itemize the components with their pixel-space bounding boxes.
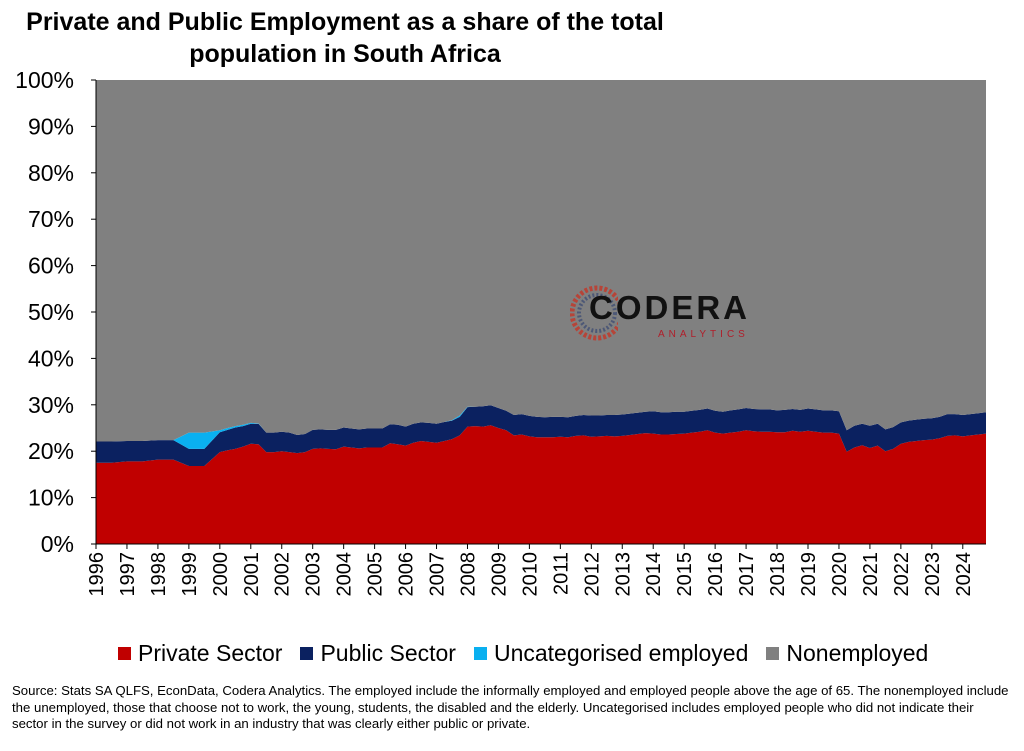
y-tick-label: 0% (41, 531, 74, 557)
x-tick-label: 2008 (457, 552, 479, 597)
x-tick-label: 2000 (210, 552, 232, 597)
x-tick-label: 2012 (581, 552, 603, 597)
legend-swatch-public (300, 646, 314, 660)
codera-logo-mark-icon (570, 285, 618, 341)
y-tick-label: 10% (28, 485, 74, 511)
logo-subtext: ANALYTICS (658, 329, 749, 340)
legend-swatch-private (118, 646, 131, 660)
x-tick-label: 2004 (334, 552, 356, 597)
logo-wordmark: CODERA (589, 289, 751, 326)
y-tick-label: 60% (28, 253, 74, 279)
x-tick-label: 2022 (891, 552, 913, 597)
x-tick-label: 2023 (922, 552, 944, 597)
x-tick-label: 2024 (953, 552, 975, 597)
area-uncategorised-employed (96, 405, 986, 449)
legend-item-uncategorised: Uncategorised employed (473, 639, 749, 667)
x-tick-label: 2013 (612, 552, 634, 597)
x-tick-label: 2011 (550, 552, 572, 595)
x-tick-label: 2006 (396, 552, 418, 597)
chart-title-line-1: Private and Public Employment as a share… (26, 8, 664, 36)
x-tick-label: 2009 (488, 552, 510, 597)
y-tick-label: 90% (28, 113, 74, 139)
x-tick-label: 2020 (829, 552, 851, 597)
x-tick-label: 2014 (643, 552, 665, 597)
legend-label-private: Private Sector (138, 639, 283, 666)
area-nonemployed (96, 80, 986, 442)
legend-item-public: Public Sector (300, 640, 456, 667)
x-tick-label: 2010 (519, 552, 541, 597)
chart-title: Private and Public Employment as a share… (0, 6, 690, 70)
x-tick-label: 1997 (117, 552, 139, 597)
x-tick-label: 1998 (148, 552, 170, 597)
y-tick-label: 80% (28, 160, 74, 186)
legend-item-private: Private Sector (118, 640, 282, 667)
legend-item-nonemployed: Nonemployed (766, 640, 928, 667)
chart-title-line-2: population in South Africa (189, 40, 501, 68)
area-private-sector (96, 425, 986, 544)
x-tick-label: 2017 (736, 552, 758, 597)
chart-legend: Private Sector Public Sector Uncategoris… (118, 636, 928, 670)
x-tick-label: 2003 (303, 552, 325, 597)
x-tick-label: 2018 (767, 552, 789, 597)
legend-label-uncategorised: Uncategorised employed (493, 639, 749, 666)
legend-swatch-nonemployed (766, 646, 780, 660)
source-note: Source: Stats SA QLFS, EconData, Codera … (12, 683, 1009, 731)
y-tick-label: 50% (28, 299, 74, 325)
legend-swatch-uncategorised (473, 646, 487, 660)
y-tick-label: 100% (15, 67, 74, 93)
y-tick-label: 70% (28, 206, 74, 232)
area-public-sector (96, 405, 986, 466)
x-tick-label: 2005 (365, 552, 387, 597)
y-tick-label: 30% (28, 392, 74, 418)
x-tick-label: 1996 (86, 552, 108, 597)
y-tick-label: 20% (28, 438, 74, 464)
codera-logo: CODERA ANALYTICS (570, 284, 770, 344)
x-tick-label: 2021 (860, 552, 882, 597)
y-tick-label: 40% (28, 345, 74, 371)
stacked-area-chart: 0% 10% 20% 30% 40% 50% 60% 70% 80% 90% 100% 1996 199… (15, 67, 986, 597)
x-tick-label: 2001 (241, 552, 263, 597)
x-tick-label: 2007 (427, 552, 449, 597)
x-tick-label: 1999 (179, 552, 201, 597)
x-tick-label: 2016 (705, 552, 727, 597)
x-tick-label: 2015 (674, 552, 696, 597)
legend-label-nonemployed: Nonemployed (786, 639, 929, 666)
x-tick-label: 2002 (272, 552, 294, 597)
x-tick-label: 2019 (798, 552, 820, 597)
legend-label-public: Public Sector (320, 639, 456, 666)
